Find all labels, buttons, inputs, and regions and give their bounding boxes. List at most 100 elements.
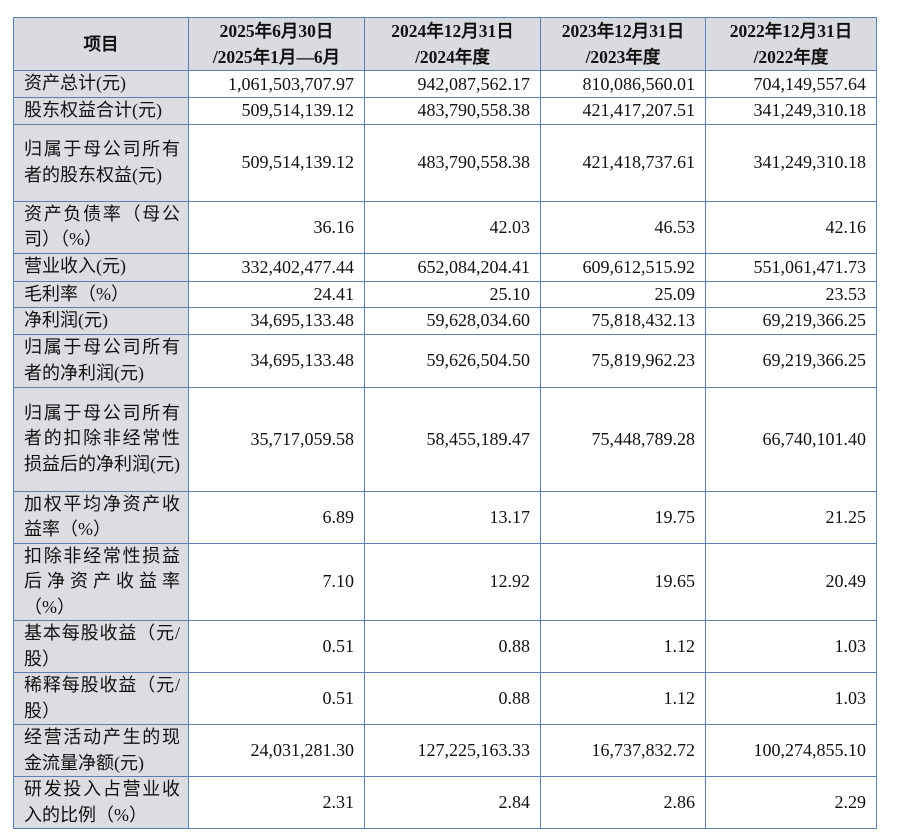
row-label: 扣除非经常性损益后净资产收益率（%） [13, 542, 189, 621]
row-label: 营业收入(元) [13, 252, 189, 282]
cell-value: 421,417,207.51 [540, 97, 706, 125]
cell-value: 609,612,515.92 [540, 252, 706, 282]
cell-value: 25.09 [540, 280, 706, 308]
cell-value: 12.92 [364, 542, 541, 621]
cell-value: 42.03 [364, 200, 541, 254]
cell-value: 2.84 [364, 776, 541, 829]
cell-value: 332,402,477.44 [188, 252, 365, 282]
header-2024: 2024年12月31日/2024年度 [364, 17, 541, 71]
row-label: 加权平均净资产收益率（%） [13, 490, 189, 544]
cell-value: 21.25 [705, 490, 877, 544]
table-row: 毛利率（%） 24.41 25.10 25.09 23.53 [13, 280, 877, 308]
cell-value: 810,086,560.01 [540, 70, 706, 98]
cell-value: 1.03 [705, 620, 877, 673]
table-row: 净利润(元) 34,695,133.48 59,628,034.60 75,818,4… [13, 307, 877, 335]
cell-value: 46.53 [540, 200, 706, 254]
cell-value: 483,790,558.38 [364, 97, 541, 125]
table-row: 股东权益合计(元) 509,514,139.12 483,790,558.38 421… [13, 97, 877, 125]
cell-value: 25.10 [364, 280, 541, 308]
cell-value: 69,219,366.25 [705, 333, 877, 388]
table-row: 资产总计(元) 1,061,503,707.97 942,087,562.17 810… [13, 70, 877, 98]
cell-value: 75,448,789.28 [540, 386, 706, 492]
cell-value: 2.29 [705, 776, 877, 829]
cell-value: 704,149,557.64 [705, 70, 877, 98]
cell-value: 69,219,366.25 [705, 307, 877, 335]
cell-value: 483,790,558.38 [364, 123, 541, 202]
cell-value: 19.75 [540, 490, 706, 544]
cell-value: 66,740,101.40 [705, 386, 877, 492]
cell-value: 75,818,432.13 [540, 307, 706, 335]
cell-value: 0.51 [188, 620, 365, 673]
header-2023: 2023年12月31日/2023年度 [540, 17, 706, 71]
row-label: 资产负债率（母公司）（%） [13, 200, 189, 254]
row-label: 研发投入占营业收入的比例（%） [13, 776, 189, 829]
cell-value: 6.89 [188, 490, 365, 544]
table-row: 稀释每股收益（元/股） 0.51 0.88 1.12 1.03 [13, 672, 877, 725]
row-label: 归属于母公司所有者的扣除非经常性损益后的净利润(元) [13, 386, 189, 492]
header-item: 项目 [13, 17, 189, 71]
header-line2: /2025年1月—6月 [212, 47, 341, 67]
header-line1: 2022年12月31日 [729, 21, 853, 41]
row-label: 股东权益合计(元) [13, 97, 189, 125]
cell-value: 16,737,832.72 [540, 724, 706, 777]
cell-value: 1.03 [705, 672, 877, 725]
header-text: 项目 [83, 34, 119, 54]
cell-value: 551,061,471.73 [705, 252, 877, 282]
table-row: 基本每股收益（元/股） 0.51 0.88 1.12 1.03 [13, 620, 877, 673]
row-label: 归属于母公司所有者的净利润(元) [13, 333, 189, 388]
cell-value: 509,514,139.12 [188, 97, 365, 125]
cell-value: 2.31 [188, 776, 365, 829]
cell-value: 341,249,310.18 [705, 97, 877, 125]
cell-value: 1.12 [540, 620, 706, 673]
cell-value: 509,514,139.12 [188, 123, 365, 202]
header-line2: /2024年度 [415, 47, 490, 67]
cell-value: 42.16 [705, 200, 877, 254]
cell-value: 100,274,855.10 [705, 724, 877, 777]
cell-value: 36.16 [188, 200, 365, 254]
row-label: 基本每股收益（元/股） [13, 620, 189, 673]
cell-value: 24,031,281.30 [188, 724, 365, 777]
table-row: 加权平均净资产收益率（%） 6.89 13.17 19.75 21.25 [13, 490, 877, 544]
cell-value: 34,695,133.48 [188, 307, 365, 335]
cell-value: 35,717,059.58 [188, 386, 365, 492]
header-line2: /2022年度 [753, 47, 829, 67]
row-label: 稀释每股收益（元/股） [13, 672, 189, 725]
cell-value: 59,626,504.50 [364, 333, 541, 388]
cell-value: 127,225,163.33 [364, 724, 541, 777]
cell-value: 24.41 [188, 280, 365, 308]
cell-value: 1.12 [540, 672, 706, 725]
cell-value: 23.53 [705, 280, 877, 308]
row-label: 经营活动产生的现金流量净额(元) [13, 724, 189, 777]
table-row: 归属于母公司所有者的净利润(元) 34,695,133.48 59,626,504.… [13, 333, 877, 388]
table-row: 经营活动产生的现金流量净额(元) 24,031,281.30 127,225,163… [13, 724, 877, 777]
table-row: 营业收入(元) 332,402,477.44 652,084,204.41 609,6… [13, 252, 877, 282]
table-row: 研发投入占营业收入的比例（%） 2.31 2.84 2.86 2.29 [13, 776, 877, 829]
row-label: 资产总计(元) [13, 70, 189, 98]
table-row: 资产负债率（母公司）（%） 36.16 42.03 46.53 42.16 [13, 200, 877, 254]
cell-value: 421,418,737.61 [540, 123, 706, 202]
cell-value: 34,695,133.48 [188, 333, 365, 388]
cell-value: 341,249,310.18 [705, 123, 877, 202]
header-2025h1: 2025年6月30日/2025年1月—6月 [188, 17, 365, 71]
header-2022: 2022年12月31日/2022年度 [705, 17, 877, 71]
row-label: 净利润(元) [13, 307, 189, 335]
cell-value: 942,087,562.17 [364, 70, 541, 98]
cell-value: 75,819,962.23 [540, 333, 706, 388]
cell-value: 13.17 [364, 490, 541, 544]
cell-value: 59,628,034.60 [364, 307, 541, 335]
header-line1: 2025年6月30日 [219, 21, 334, 41]
cell-value: 0.88 [364, 672, 541, 725]
header-row: 项目 2025年6月30日/2025年1月—6月 2024年12月31日/202… [13, 17, 877, 71]
header-line2: /2023年度 [585, 47, 661, 67]
cell-value: 7.10 [188, 542, 365, 621]
row-label: 归属于母公司所有者的股东权益(元) [13, 123, 189, 202]
cell-value: 2.86 [540, 776, 706, 829]
cell-value: 652,084,204.41 [364, 252, 541, 282]
cell-value: 0.88 [364, 620, 541, 673]
financial-data-table: 项目 2025年6月30日/2025年1月—6月 2024年12月31日/202… [13, 17, 877, 829]
table-row: 归属于母公司所有者的扣除非经常性损益后的净利润(元) 35,717,059.58 5… [13, 386, 877, 492]
header-line1: 2024年12月31日 [391, 21, 514, 41]
row-label: 毛利率（%） [13, 280, 189, 308]
cell-value: 20.49 [705, 542, 877, 621]
table-row: 归属于母公司所有者的股东权益(元) 509,514,139.12 483,790,5… [13, 123, 877, 202]
